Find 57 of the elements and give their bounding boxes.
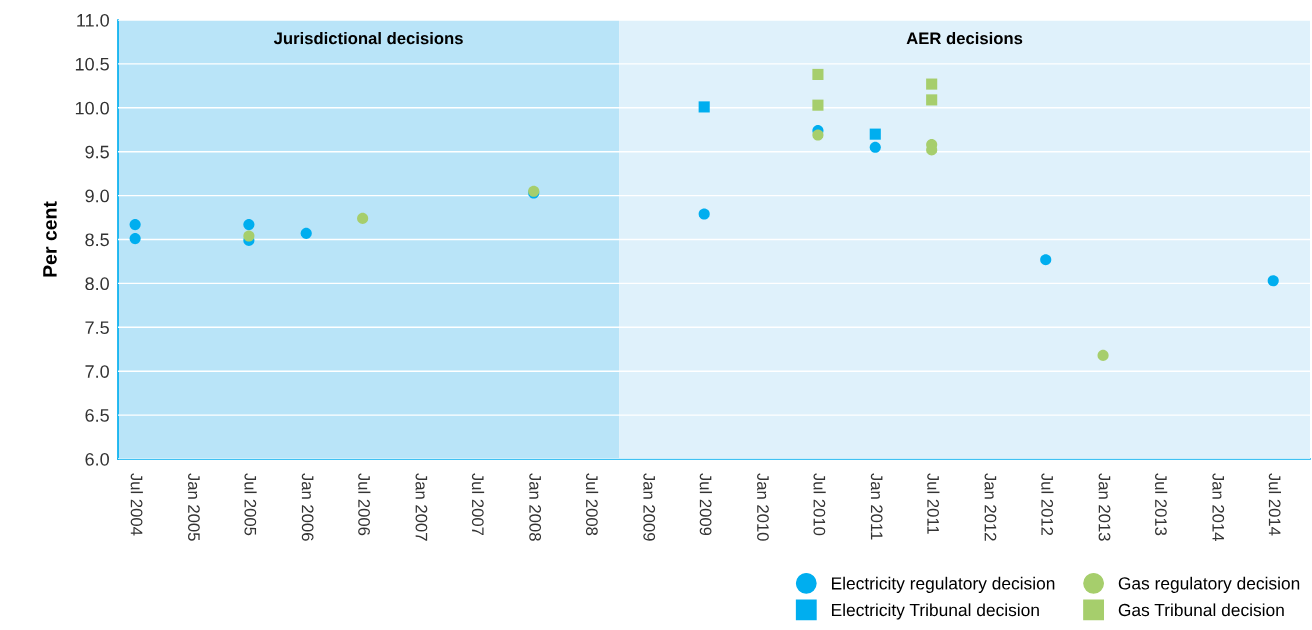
y-tick-label: 11.0	[77, 13, 109, 27]
legend-label: Electricity regulatory decision	[832, 576, 1055, 593]
x-tick-label: Jan 2007	[415, 473, 428, 541]
point	[1040, 254, 1052, 266]
point	[129, 233, 141, 245]
x-tick-label: Jul 2004	[130, 473, 143, 536]
point	[869, 128, 881, 140]
x-tick-label: Jul 2009	[699, 473, 712, 536]
x-tick-label: Jan 2005	[188, 473, 200, 541]
x-tick-label: Jul 2005	[244, 473, 257, 536]
point	[698, 208, 710, 220]
point	[300, 227, 312, 239]
point	[926, 94, 938, 106]
x-tick-label: Jul 2006	[358, 473, 371, 536]
x-tick-label: Jul 2008	[585, 473, 599, 536]
point	[243, 219, 255, 231]
x-tick-label: Jan 2012	[984, 473, 997, 541]
y-tick-label: 8.0	[85, 277, 109, 291]
legend-label: Electricity Tribunal decision	[832, 603, 1039, 620]
point	[129, 219, 141, 231]
x-tick-label: Jan 2008	[529, 473, 542, 541]
x-tick-label: Jul 2013	[1155, 473, 1168, 536]
point	[812, 129, 824, 141]
y-tick-label: 6.5	[85, 409, 109, 422]
legend-label: Gas Tribunal decision	[1118, 603, 1284, 617]
y-tick-label: 7.5	[85, 321, 109, 335]
point	[812, 68, 824, 80]
x-tick-label: Jan 2014	[1212, 473, 1225, 541]
y-tick-label: 8.5	[85, 233, 109, 247]
y-tick-label: 9.5	[85, 145, 109, 159]
y-tick-label: 6.0	[85, 452, 109, 466]
x-tick-label: Jan 2011	[870, 473, 883, 540]
point	[357, 212, 369, 224]
point	[1267, 275, 1279, 287]
point	[698, 101, 710, 113]
x-tick-label: Jul 2010	[813, 473, 826, 536]
y-axis-title: Per cent	[43, 201, 57, 277]
x-tick-label: Jan 2009	[643, 473, 656, 541]
x-tick-label: Jul 2014	[1268, 473, 1281, 536]
legend-label: Gas regulatory decision	[1118, 576, 1300, 593]
point	[243, 230, 255, 242]
band-label: Jurisdictional decisions	[273, 31, 463, 45]
y-tick-label: 7.0	[85, 365, 109, 378]
y-tick-label: 9.0	[85, 189, 109, 203]
point	[812, 99, 824, 111]
y-tick-label: 10.5	[75, 57, 109, 71]
point	[869, 141, 881, 153]
y-tick-label: 10.0	[75, 101, 109, 115]
x-tick-label: Jan 2006	[301, 473, 314, 541]
band-label: AER decisions	[906, 31, 1023, 45]
point	[1097, 349, 1109, 361]
x-tick-label: Jul 2011	[927, 473, 940, 534]
x-tick-label: Jan 2013	[1098, 473, 1111, 541]
point	[926, 78, 938, 90]
x-tick-label: Jan 2010	[757, 473, 769, 541]
x-tick-label: Jul 2012	[1041, 473, 1054, 536]
x-tick-label: Jul 2007	[471, 473, 485, 536]
